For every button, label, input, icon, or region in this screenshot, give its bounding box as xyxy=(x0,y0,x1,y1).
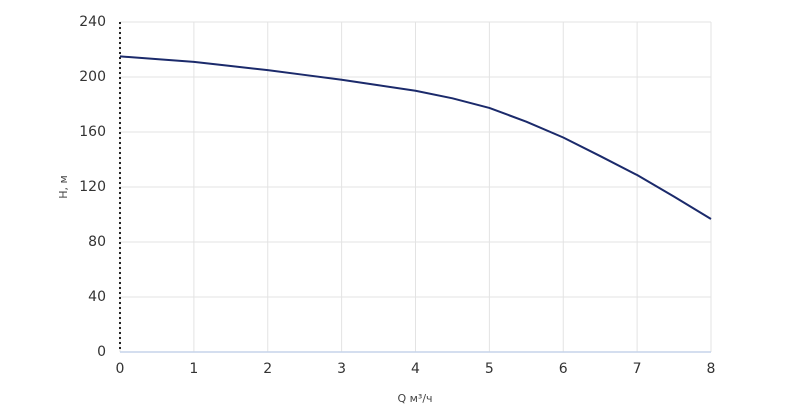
y-axis-title: H, м xyxy=(57,175,70,199)
x-tick-label: 3 xyxy=(337,361,346,377)
y-tick-label: 240 xyxy=(79,14,106,30)
x-tick-label: 1 xyxy=(189,361,198,377)
x-axis-title: Q м³/ч xyxy=(397,392,432,405)
y-tick-label: 120 xyxy=(79,179,106,195)
y-tick-label: 0 xyxy=(97,344,106,360)
x-tick-label: 7 xyxy=(633,361,642,377)
x-tick-label: 0 xyxy=(116,361,125,377)
y-tick-label: 80 xyxy=(88,234,106,250)
series-line xyxy=(119,55,712,220)
y-tick-label: 160 xyxy=(79,124,106,140)
y-tick-label: 40 xyxy=(88,289,106,305)
x-tick-label: 4 xyxy=(411,361,420,377)
x-tick-label: 6 xyxy=(559,361,568,377)
x-tick-label: 2 xyxy=(263,361,272,377)
x-tick-label: 5 xyxy=(485,361,494,377)
y-tick-label: 200 xyxy=(79,69,106,85)
x-tick-label: 8 xyxy=(707,361,716,377)
